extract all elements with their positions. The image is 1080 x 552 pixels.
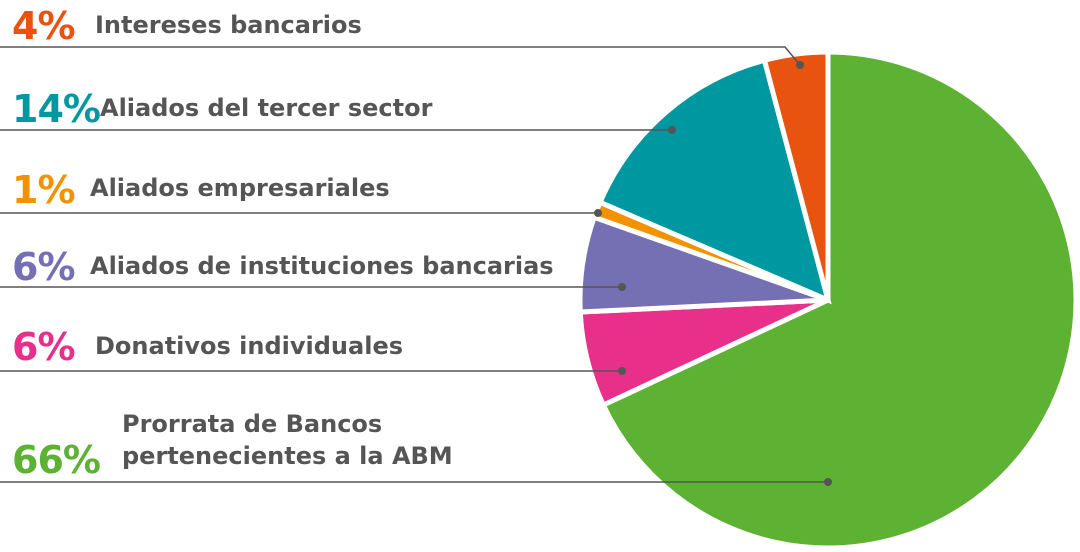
value-label: 1% <box>12 168 76 212</box>
category-label: Aliados empresariales <box>90 174 390 202</box>
leader-dot <box>796 61 804 69</box>
leader-dot <box>824 478 832 486</box>
value-label: 6% <box>12 245 76 289</box>
category-label: Donativos individuales <box>95 332 404 360</box>
category-label: Aliados del tercer sector <box>100 94 433 122</box>
leader-dot <box>618 283 626 291</box>
pie-slice <box>596 57 832 305</box>
category-label: Aliados de instituciones bancarias <box>90 252 554 280</box>
category-label: Prorrata de Bancos pertenecientes a la A… <box>122 410 453 470</box>
value-label: 6% <box>12 325 76 369</box>
leader-dot <box>618 367 626 375</box>
pie-slice <box>600 49 1079 551</box>
value-label: 4% <box>12 4 76 48</box>
leader-dot <box>594 209 602 217</box>
value-label: 14% <box>12 87 101 131</box>
pie-slice <box>761 49 831 301</box>
value-label: 66% <box>12 438 101 482</box>
leader-line <box>0 46 801 66</box>
category-label: Intereses bancarios <box>95 11 362 39</box>
leader-dot <box>668 126 676 134</box>
